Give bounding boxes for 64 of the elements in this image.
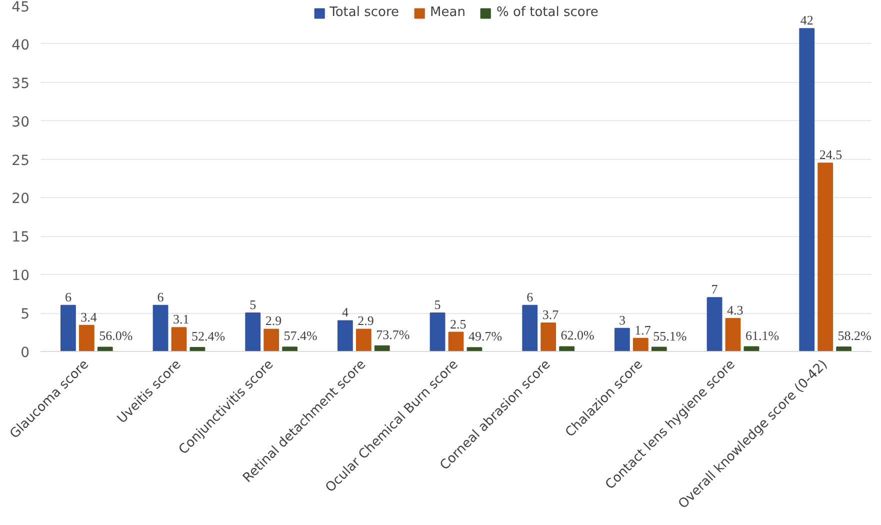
bar: [522, 304, 538, 352]
y-tick-label: 10: [12, 268, 30, 284]
bar: [356, 328, 372, 352]
data-label: 2.5: [450, 316, 466, 332]
data-label: 4.3: [727, 302, 744, 318]
bar: [282, 346, 298, 352]
data-label: 42: [800, 12, 814, 28]
data-label: 58.2%: [838, 328, 872, 344]
bar: [559, 346, 574, 352]
y-tick-label: 25: [12, 152, 30, 169]
data-label: 73.7%: [376, 326, 410, 342]
legend-label: % of total score: [496, 5, 598, 20]
data-label: 5: [250, 297, 256, 312]
data-label: 2.9: [265, 313, 282, 328]
y-tick-label: 5: [20, 306, 30, 323]
bar: [374, 345, 390, 352]
legend-label: Mean: [430, 5, 466, 20]
data-label: 7: [711, 282, 718, 297]
bar: [540, 322, 556, 352]
bar: [706, 297, 722, 352]
bar: [338, 320, 353, 352]
bar: [430, 312, 446, 352]
bar: [171, 327, 187, 352]
data-label: 4: [342, 304, 349, 320]
data-label: 24.5: [819, 147, 842, 162]
bar: [799, 28, 815, 352]
bar: [245, 312, 261, 352]
bar: [818, 162, 834, 352]
y-tick-label: 0: [20, 345, 30, 361]
bar: [152, 304, 168, 352]
data-label: 5: [434, 297, 441, 312]
legend-label: Total score: [330, 5, 400, 20]
data-label: 3.1: [173, 312, 190, 327]
bar: [466, 347, 482, 352]
data-label: 6: [64, 289, 72, 304]
data-label: 62.0%: [560, 328, 595, 343]
data-label: 56.0%: [99, 328, 133, 344]
bar: [836, 346, 852, 352]
bar: [78, 324, 94, 352]
data-label: 61.1%: [745, 328, 780, 343]
y-tick-label: 20: [12, 191, 30, 208]
bar: [60, 304, 76, 352]
data-label: 57.4%: [284, 328, 318, 344]
bar: [614, 328, 630, 352]
bar: [725, 318, 741, 352]
y-tick-label: 15: [12, 230, 30, 246]
data-label: 3: [618, 312, 626, 328]
y-tick-label: 35: [12, 76, 30, 92]
data-label: 3.7: [542, 307, 560, 322]
data-label: 2.9: [358, 313, 374, 328]
bar: [97, 346, 113, 352]
data-label: 6: [526, 289, 534, 304]
y-tick-label: 30: [12, 114, 30, 130]
data-label: 3.4: [80, 309, 98, 324]
bar: [264, 328, 280, 352]
data-label: 1.7: [634, 322, 652, 338]
bar: [448, 332, 464, 352]
y-tick-label: 40: [12, 37, 30, 54]
data-label: 52.4%: [191, 328, 226, 344]
data-label: 49.7%: [468, 328, 502, 344]
bar: [632, 338, 648, 352]
data-label: 6: [157, 289, 164, 304]
y-tick-label: 45: [12, 0, 30, 16]
data-label: 55.1%: [653, 328, 687, 344]
